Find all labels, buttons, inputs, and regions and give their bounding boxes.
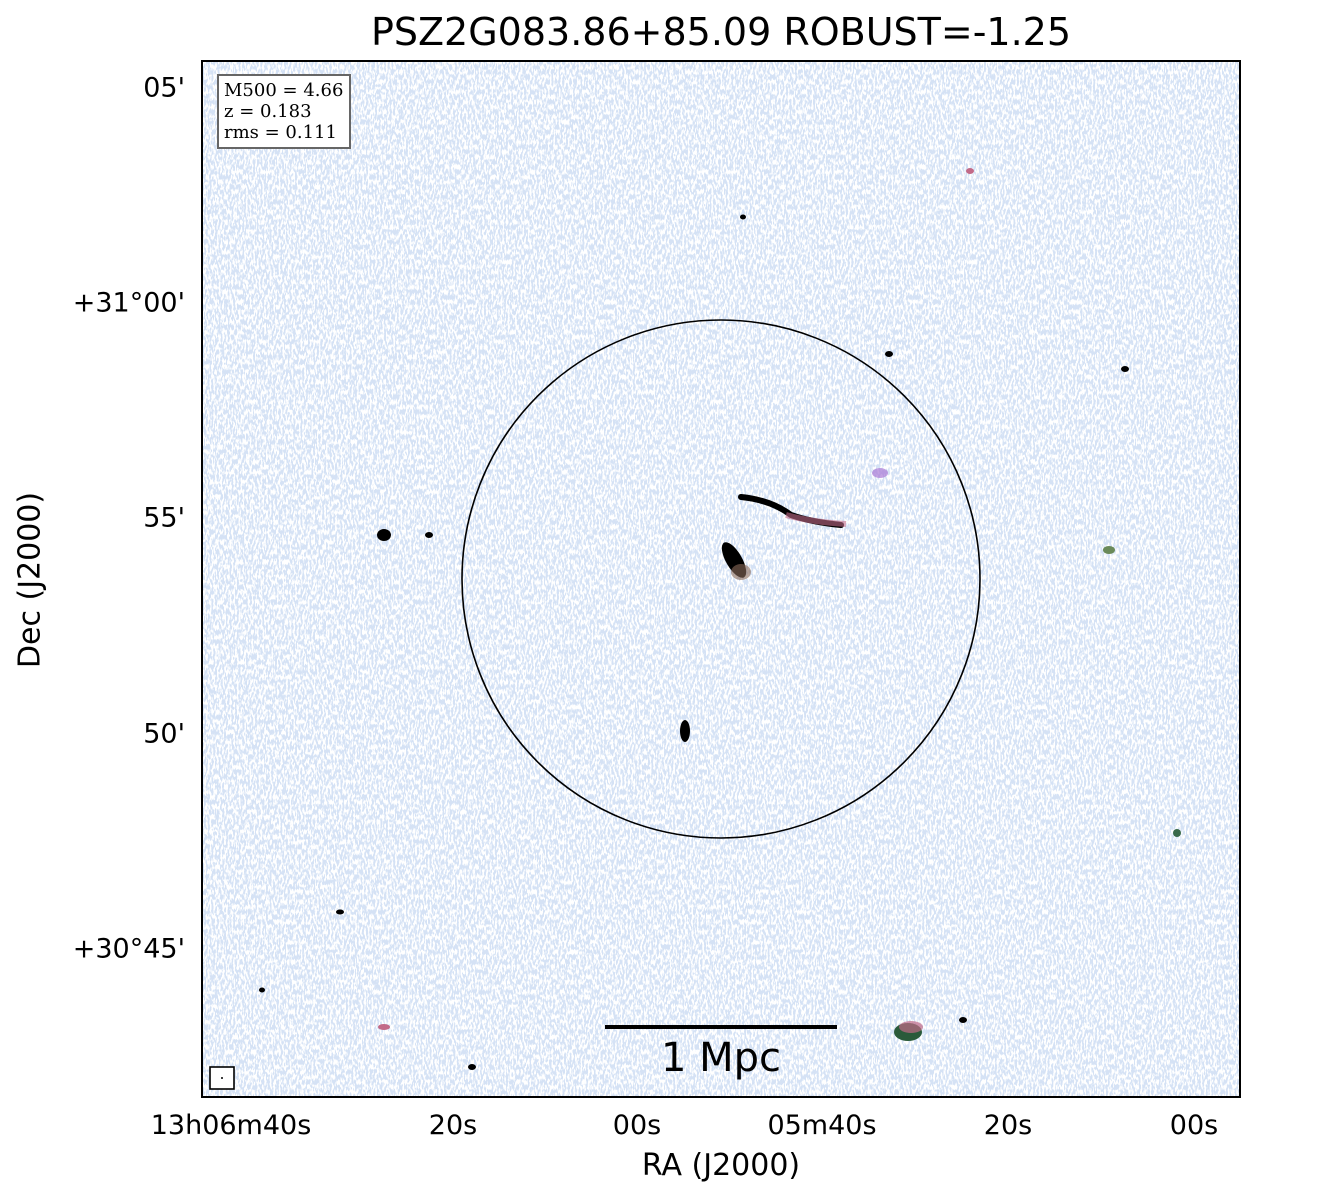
- extended-tail-glow: [785, 512, 847, 527]
- x-tick-label: 20s: [983, 1110, 1033, 1141]
- source-d: [425, 532, 433, 538]
- x-tick-label: 13h06m40s: [150, 1110, 312, 1141]
- x-tick-label: 00s: [612, 1110, 662, 1141]
- info-rms: rms = 0.111: [224, 122, 337, 143]
- noise-texture: [201, 60, 1241, 1098]
- x-axis-label: RA (J2000): [641, 1148, 801, 1183]
- source-f: [1121, 366, 1129, 372]
- x-tick-label: 05m40s: [767, 1110, 877, 1141]
- source-m: [1103, 546, 1115, 554]
- y-tick-label: +31°00': [72, 287, 185, 319]
- info-mass: M500 = 4.66: [224, 80, 344, 101]
- source-l: [259, 987, 265, 993]
- source-i: [959, 1017, 967, 1023]
- x-tick-label: 20s: [428, 1110, 478, 1141]
- source-n: [1173, 829, 1181, 837]
- y-axis-label: Dec (J2000): [12, 491, 48, 669]
- r500-circle: [461, 319, 981, 839]
- source-h-glow: [899, 1021, 923, 1033]
- source-b: [680, 720, 690, 742]
- source-o: [966, 168, 974, 174]
- x-tick-label: 00s: [1169, 1110, 1219, 1141]
- source-k: [336, 909, 344, 915]
- radio-image-panel: [201, 60, 1241, 1098]
- y-tick-label: +30°45': [72, 933, 185, 965]
- source-q: [378, 1024, 390, 1030]
- source-j: [468, 1064, 476, 1070]
- radio-sources: [259, 168, 1181, 1070]
- beam-ellipse: [221, 1077, 223, 1079]
- y-tick-label: 50': [143, 718, 185, 750]
- source-p: [872, 468, 888, 478]
- source-e: [885, 351, 893, 357]
- y-tick-label: 05': [143, 72, 185, 104]
- image-title: PSZ2G083.86+85.09 ROBUST=-1.25: [370, 10, 1072, 54]
- source-c: [377, 529, 391, 541]
- info-box: M500 = 4.66 z = 0.183 rms = 0.111: [217, 74, 352, 149]
- info-redshift: z = 0.183: [224, 101, 312, 122]
- plot-frame: [201, 60, 1241, 1098]
- scale-bar-label: 1 Mpc: [660, 1035, 782, 1081]
- central-source-glow: [731, 564, 751, 580]
- source-g: [740, 214, 746, 220]
- y-tick-label: 55': [143, 502, 185, 534]
